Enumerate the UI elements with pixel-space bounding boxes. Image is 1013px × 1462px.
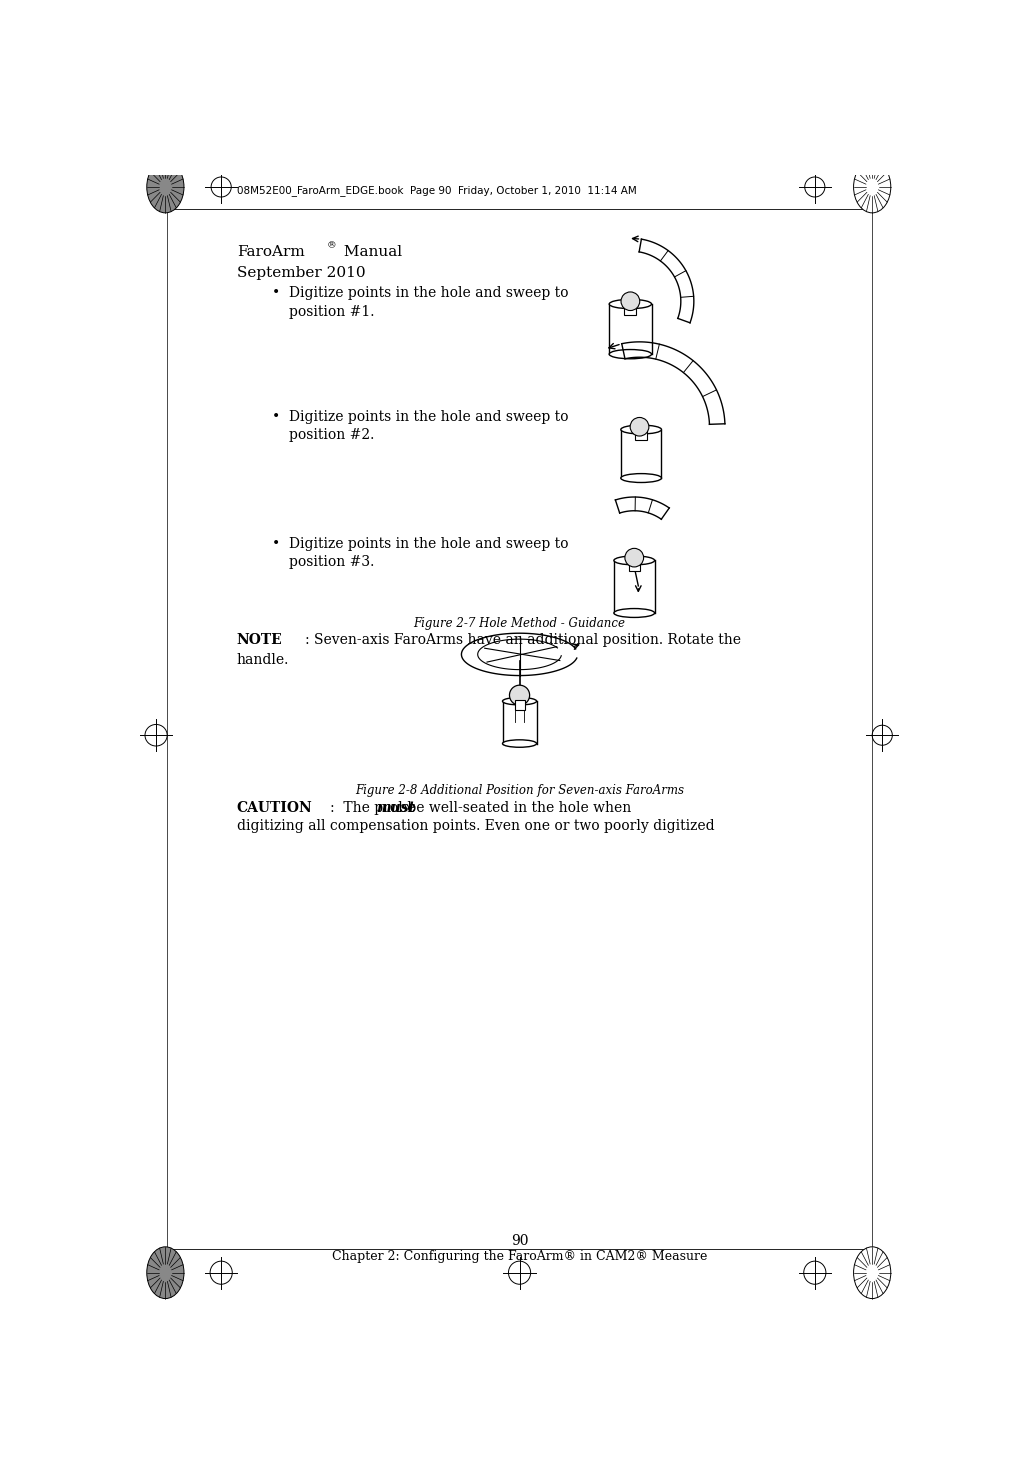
- Circle shape: [625, 548, 643, 567]
- Text: 90: 90: [511, 1234, 529, 1249]
- Text: Digitize points in the hole and sweep to: Digitize points in the hole and sweep to: [290, 537, 569, 551]
- Text: position #3.: position #3.: [290, 556, 375, 569]
- Ellipse shape: [621, 425, 661, 434]
- Text: •: •: [272, 409, 281, 424]
- Text: •: •: [272, 287, 281, 300]
- Circle shape: [510, 686, 530, 705]
- Ellipse shape: [614, 608, 654, 617]
- Bar: [624, 301, 636, 316]
- Ellipse shape: [147, 1247, 184, 1298]
- Circle shape: [621, 292, 640, 310]
- Ellipse shape: [609, 349, 651, 358]
- Ellipse shape: [621, 474, 661, 482]
- Text: Digitize points in the hole and sweep to: Digitize points in the hole and sweep to: [290, 287, 569, 300]
- Text: :  The probe: : The probe: [329, 801, 419, 814]
- Text: ®: ®: [326, 241, 336, 250]
- Ellipse shape: [854, 161, 890, 213]
- Bar: [515, 700, 525, 711]
- Bar: [628, 558, 640, 572]
- Text: NOTE: NOTE: [237, 633, 283, 646]
- Bar: [635, 427, 647, 440]
- Text: Chapter 2: Configuring the FaroArm® in CAM2® Measure: Chapter 2: Configuring the FaroArm® in C…: [332, 1250, 707, 1263]
- Text: digitizing all compensation points. Even one or two poorly digitized: digitizing all compensation points. Even…: [237, 819, 714, 833]
- Ellipse shape: [502, 740, 537, 747]
- Circle shape: [630, 418, 649, 436]
- Text: CAUTION: CAUTION: [237, 801, 312, 814]
- Text: •: •: [272, 537, 281, 551]
- Text: 08M52E00_FaroArm_EDGE.book  Page 90  Friday, October 1, 2010  11:14 AM: 08M52E00_FaroArm_EDGE.book Page 90 Frida…: [237, 186, 636, 196]
- Ellipse shape: [147, 161, 184, 213]
- Text: Digitize points in the hole and sweep to: Digitize points in the hole and sweep to: [290, 409, 569, 424]
- Ellipse shape: [614, 556, 654, 564]
- Text: position #1.: position #1.: [290, 304, 375, 319]
- Text: handle.: handle.: [237, 654, 289, 667]
- Ellipse shape: [609, 300, 651, 308]
- Ellipse shape: [854, 1247, 890, 1298]
- Text: Figure 2-8 Additional Position for Seven-axis FaroArms: Figure 2-8 Additional Position for Seven…: [355, 784, 684, 797]
- Text: September 2010: September 2010: [237, 266, 366, 279]
- Text: : Seven-axis FaroArms have an additional position. Rotate the: : Seven-axis FaroArms have an additional…: [305, 633, 741, 646]
- Ellipse shape: [502, 697, 537, 705]
- Text: must: must: [376, 801, 415, 814]
- Text: FaroArm: FaroArm: [237, 244, 305, 259]
- Text: Manual: Manual: [339, 244, 402, 259]
- Text: position #2.: position #2.: [290, 428, 375, 442]
- Text: Figure 2-7 Hole Method - Guidance: Figure 2-7 Hole Method - Guidance: [413, 617, 626, 630]
- Text: be well-seated in the hole when: be well-seated in the hole when: [403, 801, 631, 814]
